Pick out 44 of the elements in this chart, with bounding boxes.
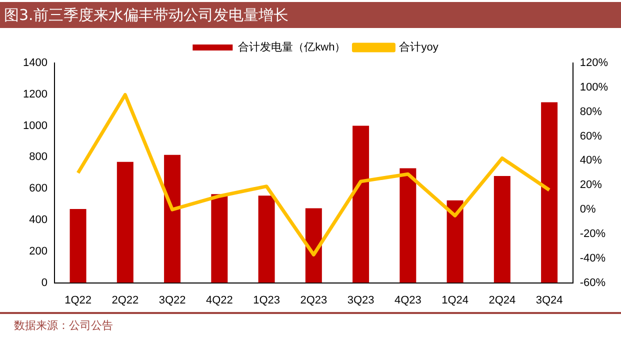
bar [541,102,558,283]
y-tick-label: 1200 [22,88,48,100]
x-tick-label: 3Q24 [536,294,563,306]
chart-title: 图3.前三季度来水偏丰带动公司发电量增长 [0,2,621,28]
x-tick-label: 4Q23 [394,294,422,306]
y-tick-label: 0 [41,276,48,289]
bar [116,162,134,283]
y2-tick-label: 20% [580,179,602,192]
x-tick-label: 3Q23 [347,294,374,306]
y2-tick-label: -40% [580,252,606,264]
bar [494,176,510,283]
bar [305,208,322,283]
y-tick-label: 800 [29,151,48,164]
x-tick-label: 2Q24 [488,294,516,306]
y2-tick-label: -20% [580,228,606,240]
legend-label: 合计发电量（亿kwh） [238,40,346,54]
x-tick-label: 2Q22 [112,294,139,306]
y2-tick-label: 40% [580,154,602,167]
y-tick-label: 1400 [22,57,48,70]
y2-tick-label: 60% [580,130,602,142]
bar [211,194,228,283]
y-tick-label: 200 [29,245,48,258]
bar [400,168,416,283]
bar [352,126,370,283]
bar [258,196,275,283]
x-tick-label: 1Q24 [442,294,469,306]
bar [164,154,181,283]
x-tick-label: 1Q22 [64,294,92,306]
x-tick-label: 1Q23 [253,294,280,306]
y-tick-label: 1000 [22,120,48,132]
y2-tick-label: 100% [580,81,608,94]
y-tick-label: 400 [29,214,48,226]
y-tick-label: 600 [29,182,48,195]
bar [446,200,464,283]
x-tick-label: 3Q22 [158,294,186,306]
y2-tick-label: 120% [580,57,608,70]
y2-tick-label: 0% [580,204,596,216]
y2-tick-label: -60% [580,276,606,289]
x-tick-label: 2Q23 [300,294,328,306]
x-tick-label: 4Q22 [206,294,233,306]
source-note: 数据来源：公司公告 [0,312,621,333]
y2-tick-label: 80% [580,106,602,118]
bar [70,209,86,283]
legend-label: 合计yoy [399,40,439,54]
